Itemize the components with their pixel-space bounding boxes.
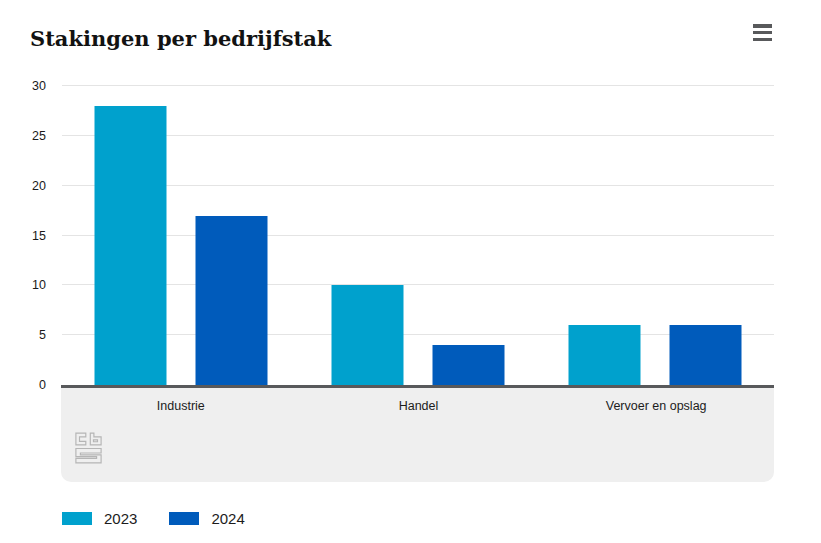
legend: 2023 2024 — [62, 510, 245, 527]
y-axis-tick-15: 15 — [2, 229, 46, 243]
chart-widget: Stakingen per bedrijfstak 051015202530 I… — [0, 0, 821, 543]
legend-item-2024[interactable]: 2024 — [169, 510, 244, 527]
cbs-logo — [75, 432, 102, 465]
plot-area: 051015202530 — [62, 86, 774, 385]
bar-2024-handel[interactable] — [433, 345, 505, 385]
chart-title: Stakingen per bedrijfstak — [30, 26, 331, 51]
bar-2024-vervoer-en-opslag[interactable] — [670, 325, 742, 385]
bar-2023-vervoer-en-opslag[interactable] — [569, 325, 641, 385]
y-axis-tick-5: 5 — [2, 328, 46, 342]
bar-group-handel — [332, 86, 505, 385]
x-axis-baseline — [61, 385, 774, 388]
y-axis-tick-10: 10 — [2, 278, 46, 292]
legend-label: 2023 — [104, 510, 137, 527]
legend-swatch-2024 — [169, 512, 199, 525]
legend-swatch-2023 — [62, 512, 92, 525]
bar-group-industrie — [94, 86, 267, 385]
x-axis-label-industrie: Industrie — [157, 399, 205, 413]
y-axis-tick-25: 25 — [2, 129, 46, 143]
x-axis-label-handel: Handel — [399, 399, 439, 413]
plot-footer: Industrie Handel Vervoer en opslag — [61, 388, 774, 482]
hamburger-menu-icon[interactable] — [753, 24, 773, 41]
legend-label: 2024 — [211, 510, 244, 527]
bar-2023-industrie[interactable] — [94, 106, 166, 385]
bar-2023-handel[interactable] — [332, 285, 404, 385]
y-axis-tick-0: 0 — [2, 378, 46, 392]
y-axis-tick-30: 30 — [2, 79, 46, 93]
legend-item-2023[interactable]: 2023 — [62, 510, 137, 527]
bar-group-vervoer-en-opslag — [569, 86, 742, 385]
y-axis-tick-20: 20 — [2, 179, 46, 193]
bar-2024-industrie[interactable] — [195, 216, 267, 385]
x-axis-label-vervoer-en-opslag: Vervoer en opslag — [606, 399, 707, 413]
